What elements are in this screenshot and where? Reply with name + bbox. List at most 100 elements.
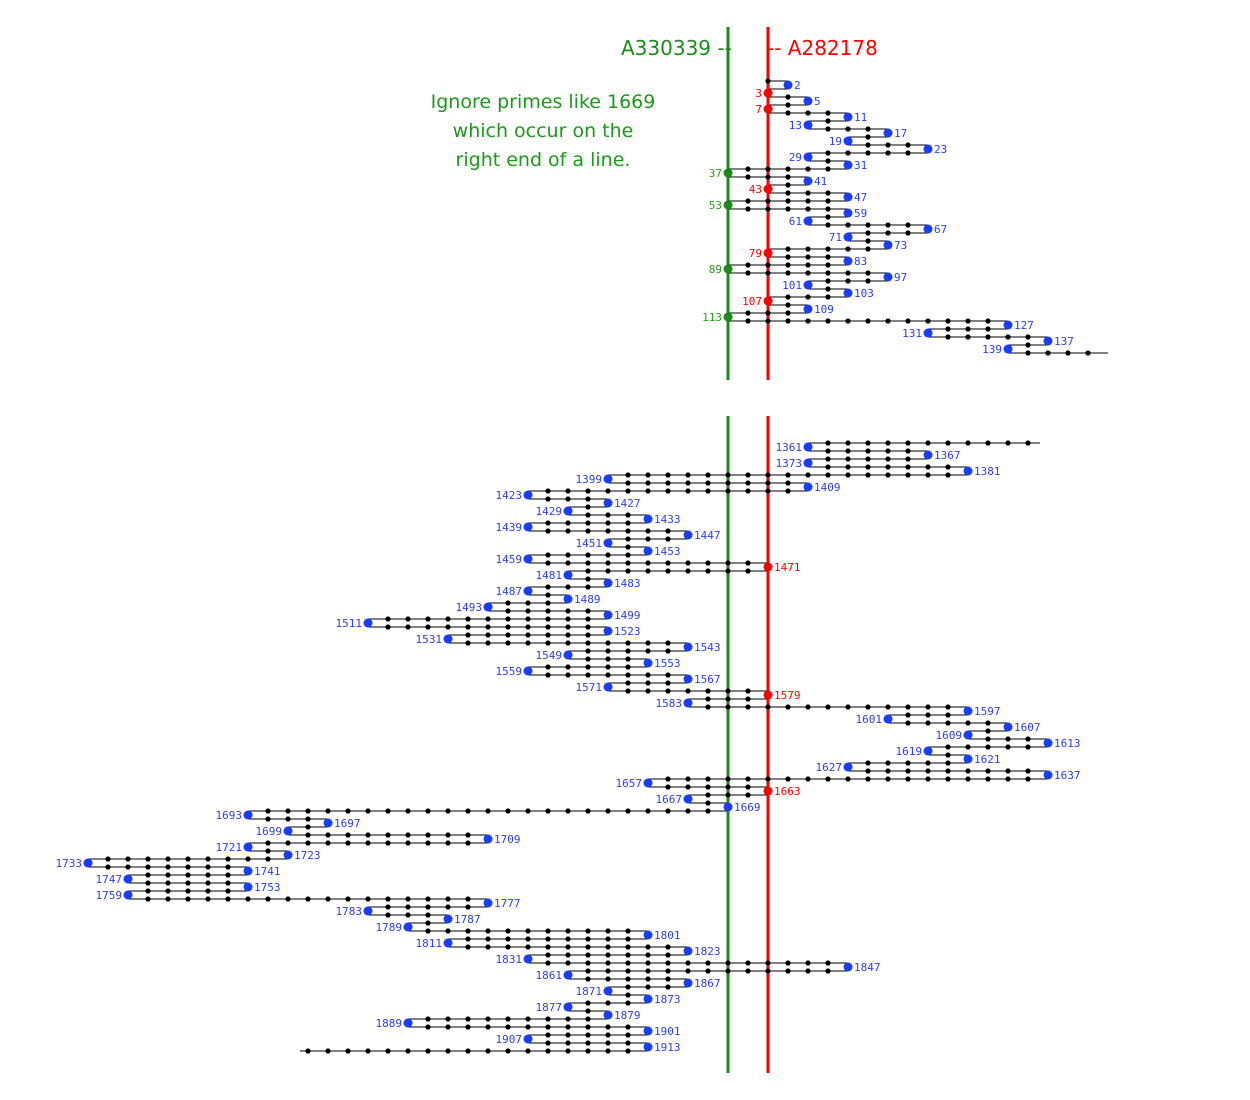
integer-dot <box>305 808 311 814</box>
integer-dot <box>805 318 811 324</box>
integer-dot <box>685 960 691 966</box>
integer-dot <box>645 568 651 574</box>
prime-dot <box>643 1042 653 1052</box>
integer-dot <box>845 456 851 462</box>
integer-dot <box>605 568 611 574</box>
integer-dot <box>825 448 831 454</box>
integer-dot <box>565 808 571 814</box>
prime-label: 1699 <box>256 825 283 838</box>
prime-label: 1607 <box>1014 721 1041 734</box>
integer-dot <box>865 238 871 244</box>
integer-dot <box>945 744 951 750</box>
integer-dot <box>405 624 411 630</box>
integer-dot <box>1005 744 1011 750</box>
integer-dot <box>605 640 611 646</box>
integer-dot <box>965 776 971 782</box>
integer-dot <box>605 528 611 534</box>
integer-dot <box>145 872 151 878</box>
integer-dot <box>785 776 791 782</box>
integer-dot <box>745 198 751 204</box>
integer-dot <box>565 608 571 614</box>
prime-label: 1873 <box>654 993 681 1006</box>
prime-dot <box>523 666 533 676</box>
integer-dot <box>545 616 551 622</box>
prime-dot <box>683 946 693 956</box>
integer-dot <box>785 704 791 710</box>
prime-label: 73 <box>894 239 907 252</box>
integer-dot <box>565 552 571 558</box>
integer-dot <box>625 688 631 694</box>
integer-dot <box>585 576 591 582</box>
integer-dot <box>585 1048 591 1054</box>
integer-dot <box>805 968 811 974</box>
integer-dot <box>945 720 951 726</box>
prime-label: 1423 <box>496 489 523 502</box>
integer-dot <box>765 310 771 316</box>
prime-label: 1579 <box>774 689 801 702</box>
prime-label: 1489 <box>574 593 601 606</box>
integer-dot <box>625 936 631 942</box>
prime-dot <box>763 104 773 114</box>
integer-dot <box>665 984 671 990</box>
prime-dot <box>243 882 253 892</box>
integer-dot <box>625 480 631 486</box>
integer-dot <box>785 206 791 212</box>
integer-dot <box>705 688 711 694</box>
prime-dot <box>523 954 533 964</box>
prime-label: 97 <box>894 271 907 284</box>
integer-dot <box>405 840 411 846</box>
integer-dot <box>325 832 331 838</box>
integer-dot <box>685 968 691 974</box>
integer-dot <box>265 848 271 854</box>
prime-dot <box>1043 738 1053 748</box>
integer-dot <box>705 488 711 494</box>
integer-dot <box>605 560 611 566</box>
integer-dot <box>805 960 811 966</box>
prime-label: 67 <box>934 223 947 236</box>
integer-dot <box>545 672 551 678</box>
prime-label: 1559 <box>496 665 523 678</box>
prime-dot <box>1043 770 1053 780</box>
integer-dot <box>565 936 571 942</box>
integer-dot <box>765 318 771 324</box>
prime-label: 1741 <box>254 865 281 878</box>
prime-dot <box>483 898 493 908</box>
integer-dot <box>485 632 491 638</box>
prime-dot <box>923 224 933 234</box>
integer-dot <box>545 1016 551 1022</box>
integer-dot <box>665 640 671 646</box>
integer-dot <box>585 968 591 974</box>
integer-dot <box>985 326 991 332</box>
prime-dot <box>763 562 773 572</box>
integer-dot <box>605 1024 611 1030</box>
integer-dot <box>825 440 831 446</box>
prime-dot <box>723 200 733 210</box>
integer-dot <box>825 456 831 462</box>
prime-label: 1693 <box>216 809 243 822</box>
integer-dot <box>865 126 871 132</box>
integer-dot <box>665 784 671 790</box>
integer-dot <box>545 496 551 502</box>
prime-dot <box>603 610 613 620</box>
integer-dot <box>785 174 791 180</box>
integer-dot <box>725 696 731 702</box>
prime-label: 1613 <box>1054 737 1081 750</box>
integer-dot <box>885 768 891 774</box>
integer-dot <box>585 656 591 662</box>
integer-dot <box>605 944 611 950</box>
prime-label: 1721 <box>216 841 243 854</box>
integer-dot <box>665 808 671 814</box>
integer-dot <box>625 808 631 814</box>
prime-label: 1531 <box>416 633 443 646</box>
prime-label: 3 <box>755 87 762 100</box>
prime-label: 1523 <box>614 625 641 638</box>
integer-dot <box>725 784 731 790</box>
integer-dot <box>605 936 611 942</box>
integer-dot <box>525 1016 531 1022</box>
prime-dot <box>563 506 573 516</box>
integer-dot <box>585 1008 591 1014</box>
integer-dot <box>105 856 111 862</box>
integer-dot <box>845 246 851 252</box>
integer-dot <box>825 190 831 196</box>
